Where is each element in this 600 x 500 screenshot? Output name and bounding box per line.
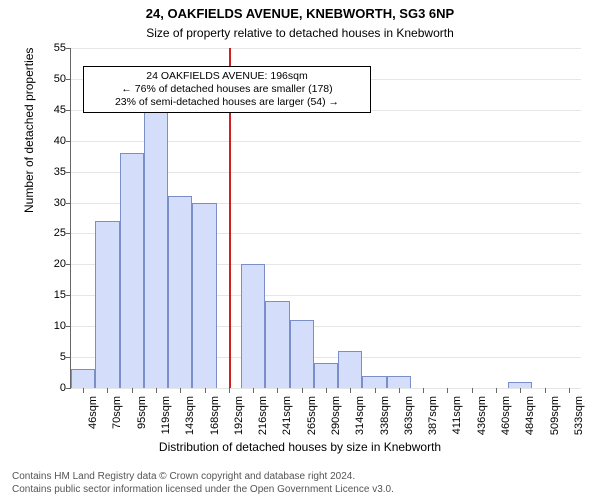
x-tick-mark	[83, 388, 84, 393]
x-tick-mark	[350, 388, 351, 393]
x-tick-mark	[447, 388, 448, 393]
y-tick-label: 30	[36, 197, 66, 209]
annotation-box: 24 OAKFIELDS AVENUE: 196sqm← 76% of deta…	[83, 66, 371, 113]
x-tick-label: 338sqm	[379, 396, 391, 444]
histogram-bar	[387, 376, 411, 388]
x-tick-label: 168sqm	[209, 396, 221, 444]
histogram-bar	[362, 376, 386, 388]
histogram-bar	[144, 104, 168, 388]
x-tick-mark	[472, 388, 473, 393]
y-tick-mark	[66, 141, 71, 142]
x-tick-label: 436sqm	[476, 396, 488, 444]
histogram-bar	[265, 301, 289, 388]
x-tick-mark	[399, 388, 400, 393]
y-tick-mark	[66, 326, 71, 327]
y-tick-label: 10	[36, 320, 66, 332]
histogram-bar	[314, 363, 338, 388]
x-tick-label: 70sqm	[111, 396, 123, 444]
x-tick-label: 216sqm	[257, 396, 269, 444]
x-tick-label: 460sqm	[500, 396, 512, 444]
footer-line-2: Contains public sector information licen…	[12, 484, 592, 497]
y-tick-mark	[66, 388, 71, 389]
histogram-bar	[71, 369, 95, 388]
footer-attribution: Contains HM Land Registry data © Crown c…	[12, 471, 592, 496]
x-tick-mark	[180, 388, 181, 393]
y-tick-label: 55	[36, 42, 66, 54]
histogram-bar	[192, 203, 216, 388]
annotation-line-3: 23% of semi-detached houses are larger (…	[90, 96, 364, 109]
histogram-bar	[290, 320, 314, 388]
y-tick-label: 5	[36, 351, 66, 363]
y-tick-mark	[66, 110, 71, 111]
y-tick-mark	[66, 233, 71, 234]
histogram-bar	[95, 221, 119, 388]
chart-title-main: 24, OAKFIELDS AVENUE, KNEBWORTH, SG3 6NP	[0, 6, 600, 21]
y-tick-label: 0	[36, 382, 66, 394]
x-tick-mark	[520, 388, 521, 393]
y-tick-mark	[66, 295, 71, 296]
y-tick-mark	[66, 48, 71, 49]
y-axis-label: Number of detached properties	[22, 48, 36, 213]
x-tick-label: 411sqm	[451, 396, 463, 444]
annotation-line-1: 24 OAKFIELDS AVENUE: 196sqm	[90, 70, 364, 83]
x-tick-mark	[253, 388, 254, 393]
x-axis-label: Distribution of detached houses by size …	[0, 440, 600, 454]
x-tick-label: 484sqm	[524, 396, 536, 444]
y-tick-mark	[66, 203, 71, 204]
x-tick-label: 46sqm	[87, 396, 99, 444]
y-tick-mark	[66, 172, 71, 173]
x-tick-label: 95sqm	[136, 396, 148, 444]
x-tick-mark	[107, 388, 108, 393]
x-tick-mark	[132, 388, 133, 393]
x-tick-mark	[302, 388, 303, 393]
x-tick-label: 314sqm	[354, 396, 366, 444]
x-tick-mark	[545, 388, 546, 393]
y-tick-label: 35	[36, 166, 66, 178]
y-tick-mark	[66, 79, 71, 80]
histogram-bar	[338, 351, 362, 388]
x-tick-label: 143sqm	[184, 396, 196, 444]
y-tick-mark	[66, 264, 71, 265]
x-tick-mark	[205, 388, 206, 393]
x-tick-label: 241sqm	[281, 396, 293, 444]
plot-area: 051015202530354045505546sqm70sqm95sqm119…	[70, 48, 581, 389]
y-tick-label: 40	[36, 135, 66, 147]
y-tick-label: 20	[36, 258, 66, 270]
x-tick-mark	[375, 388, 376, 393]
chart-title-sub: Size of property relative to detached ho…	[0, 26, 600, 40]
y-tick-label: 25	[36, 227, 66, 239]
x-tick-label: 509sqm	[549, 396, 561, 444]
histogram-bar	[120, 153, 144, 388]
x-tick-label: 290sqm	[330, 396, 342, 444]
x-tick-label: 387sqm	[427, 396, 439, 444]
y-tick-label: 45	[36, 104, 66, 116]
x-tick-label: 119sqm	[160, 396, 172, 444]
y-gridline	[71, 48, 581, 49]
x-tick-mark	[156, 388, 157, 393]
x-tick-label: 363sqm	[403, 396, 415, 444]
x-tick-mark	[229, 388, 230, 393]
y-tick-label: 15	[36, 289, 66, 301]
x-tick-label: 265sqm	[306, 396, 318, 444]
annotation-line-2: ← 76% of detached houses are smaller (17…	[90, 83, 364, 96]
x-tick-mark	[423, 388, 424, 393]
histogram-bar	[168, 196, 192, 388]
y-tick-mark	[66, 357, 71, 358]
histogram-bar	[241, 264, 265, 388]
footer-line-1: Contains HM Land Registry data © Crown c…	[12, 471, 592, 484]
x-tick-label: 533sqm	[573, 396, 585, 444]
y-tick-label: 50	[36, 73, 66, 85]
x-tick-mark	[569, 388, 570, 393]
x-tick-mark	[277, 388, 278, 393]
x-tick-mark	[326, 388, 327, 393]
x-tick-mark	[496, 388, 497, 393]
x-tick-label: 192sqm	[233, 396, 245, 444]
